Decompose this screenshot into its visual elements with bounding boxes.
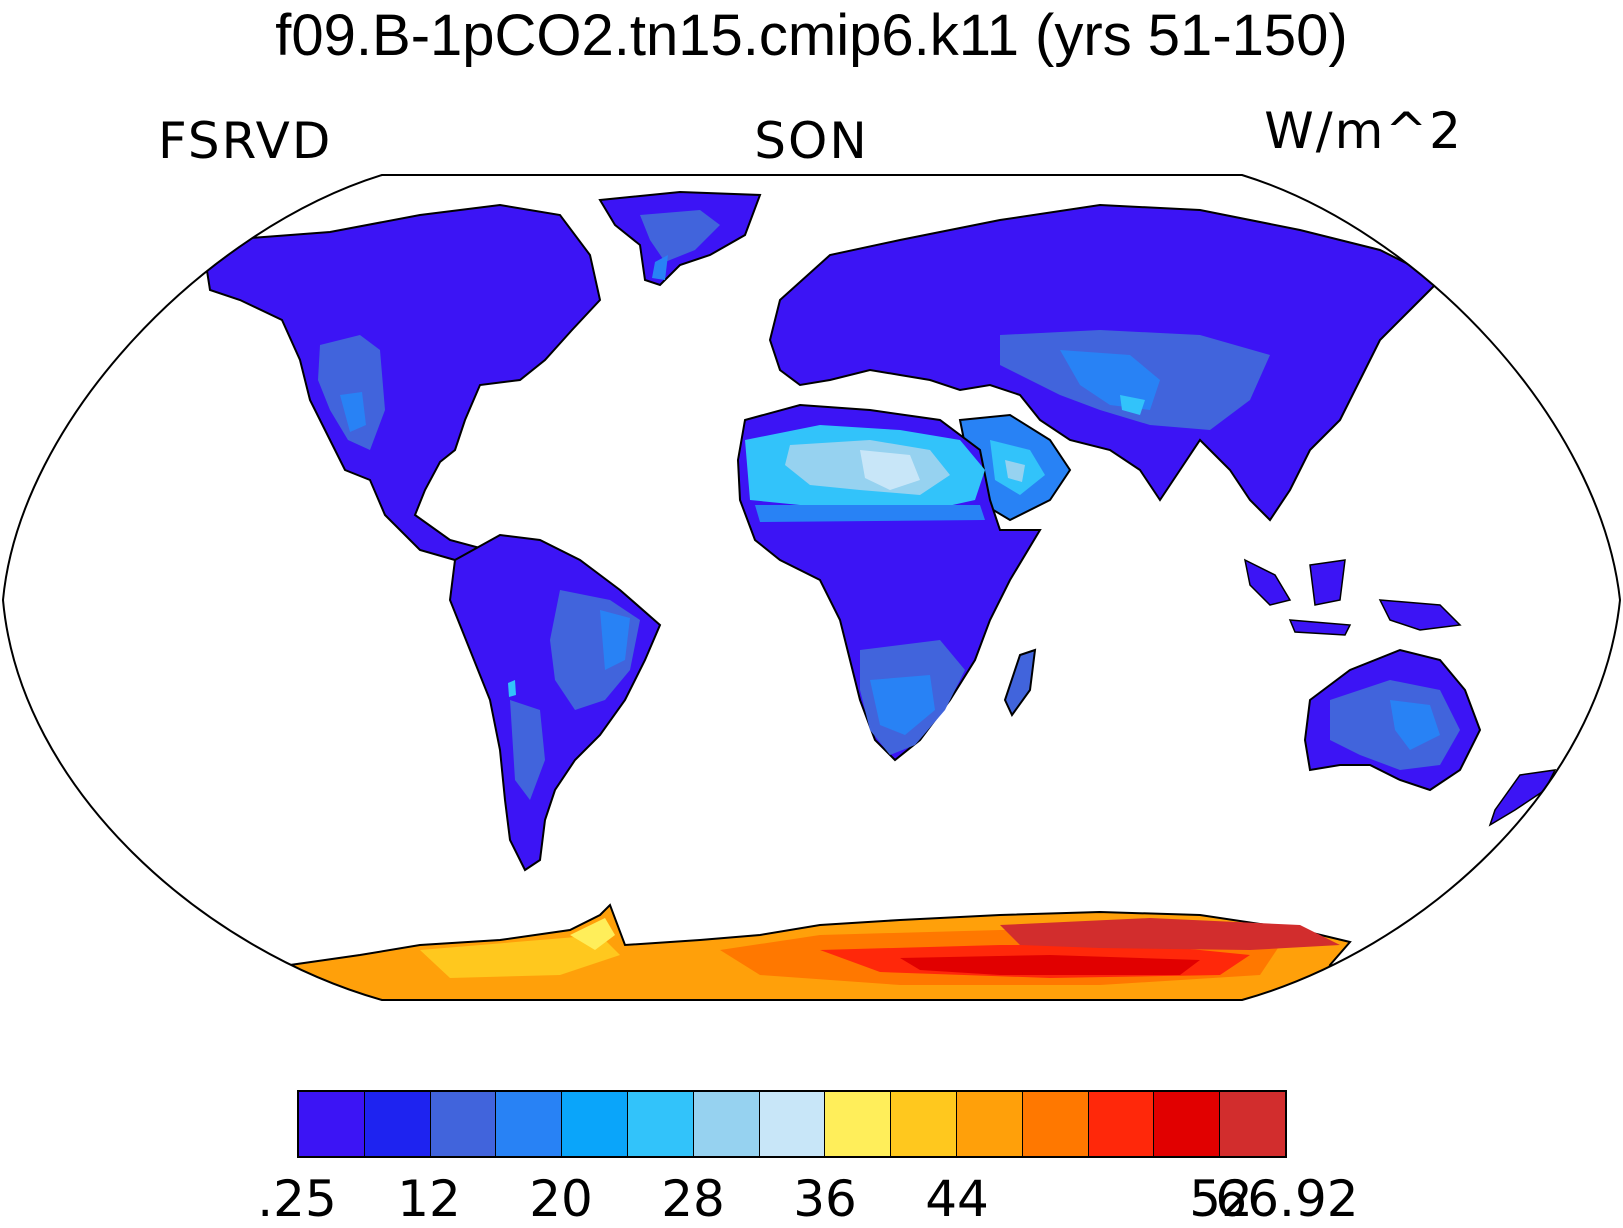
colorbar-box [627, 1092, 694, 1156]
variable-label: FSRVD [158, 112, 333, 170]
colorbar-box [364, 1092, 431, 1156]
colorbar-box [1022, 1092, 1089, 1156]
colorbar-tick-label: 12 [397, 1170, 461, 1228]
colorbar-tick-label: .25 [257, 1170, 337, 1228]
colorbar-box [562, 1092, 628, 1156]
colorbar-tick-label: 28 [661, 1170, 725, 1228]
colorbar [297, 1090, 1287, 1158]
madagascar-land [1003, 648, 1037, 717]
colorbar-box [759, 1092, 826, 1156]
colorbar-box [825, 1092, 892, 1156]
colorbar-tick-label: 20 [529, 1170, 593, 1228]
map-title: f09.B-1pCO2.tn15.cmip6.k11 (yrs 51-150) [275, 3, 1348, 68]
colorbar-tick-label: 44 [925, 1170, 989, 1228]
map-boundary [1, 174, 1622, 1001]
north-america-land [203, 203, 602, 562]
season-label: SON [754, 112, 869, 170]
units-label: W/m^2 [1264, 102, 1463, 160]
south-america-land [448, 533, 662, 872]
colorbar-box [430, 1092, 497, 1156]
colorbar-box [1154, 1092, 1221, 1156]
colorbar-box [1088, 1092, 1155, 1156]
colorbar-box [891, 1092, 957, 1156]
colorbar-box [496, 1092, 563, 1156]
colorbar-box [1220, 1092, 1285, 1156]
colorbar-tick-label: 66.92 [1215, 1170, 1359, 1228]
colorbar-box [693, 1092, 760, 1156]
colorbar-tick-label: 36 [793, 1170, 857, 1228]
colorbar-box [956, 1092, 1023, 1156]
colorbar-box [299, 1092, 365, 1156]
